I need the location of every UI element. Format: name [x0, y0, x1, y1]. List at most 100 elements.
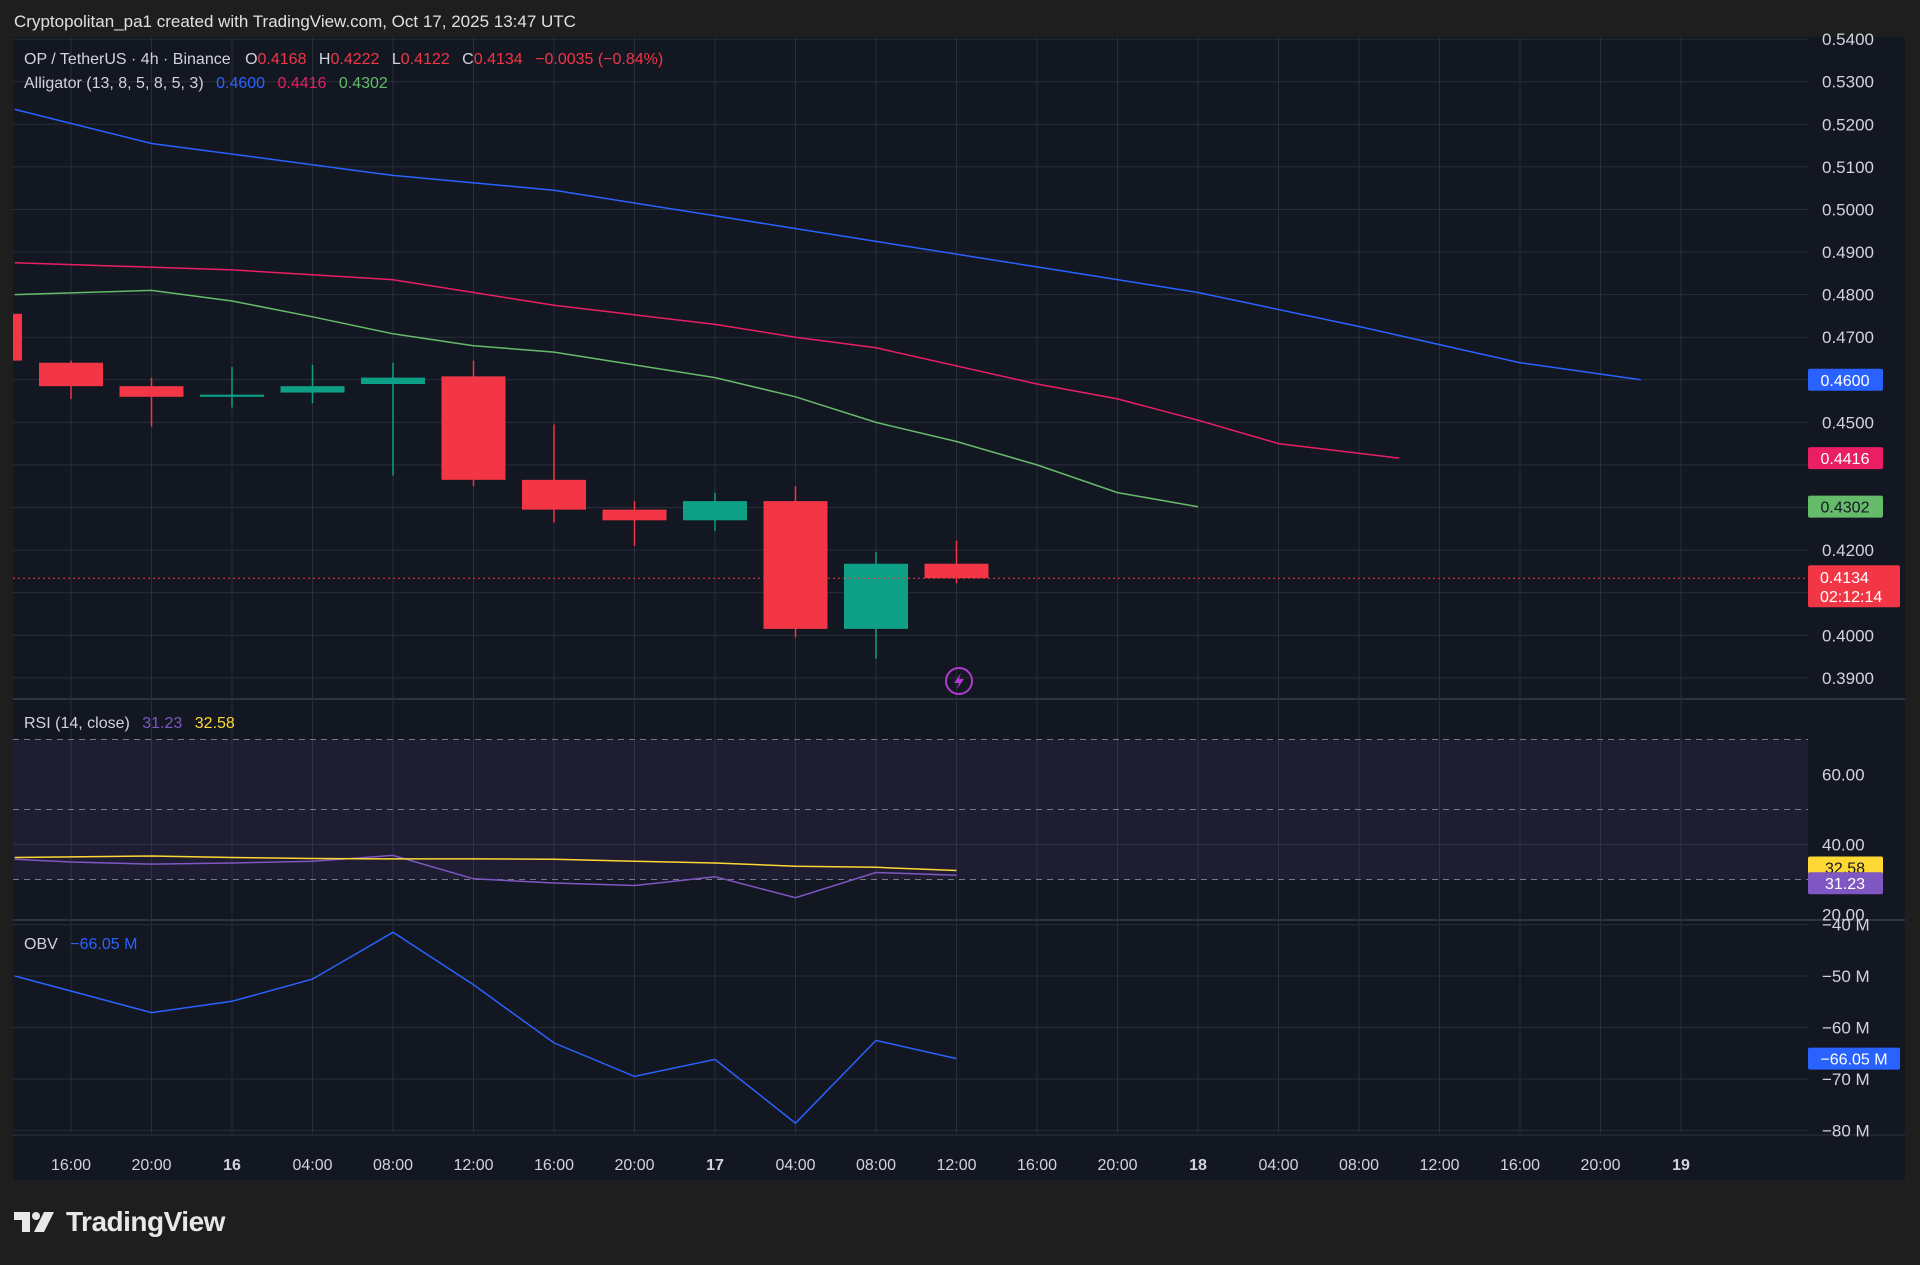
price-tick-label: 0.4700 — [1822, 328, 1874, 347]
candle-body — [441, 376, 506, 480]
obv-tick-label: −50 M — [1822, 967, 1870, 986]
time-tick-label: 16:00 — [1500, 1157, 1540, 1174]
time-tick-label: 08:00 — [856, 1157, 896, 1174]
price-tick-label: 0.5100 — [1822, 158, 1874, 177]
obv-tick-label: −80 M — [1822, 1121, 1870, 1140]
candle[interactable] — [119, 377, 184, 427]
candle[interactable] — [441, 360, 506, 487]
candle-body — [119, 386, 184, 397]
candle-body — [924, 563, 989, 579]
jaw-price-badge-text: 0.4600 — [1821, 373, 1870, 390]
axes-layer: 16:00 20:00 16 04:00 08:00 12:00 16:00 20:00 17 0… — [51, 30, 1874, 1174]
time-tick-label: 12:00 — [936, 1157, 976, 1174]
candle[interactable] — [13, 313, 22, 361]
lips-price-badge: 0.4302 — [1808, 495, 1883, 518]
tradingview-logo[interactable]: TradingView — [14, 1206, 225, 1238]
price-tick-label: 0.5400 — [1822, 30, 1874, 49]
obv-pane[interactable] — [14, 931, 957, 1125]
rsi-tick-label: 40.00 — [1822, 836, 1865, 855]
candle[interactable] — [280, 364, 345, 404]
price-tick-label: 0.5200 — [1822, 115, 1874, 134]
candle[interactable] — [602, 501, 667, 546]
time-tick-label: 12:00 — [453, 1157, 493, 1174]
rsi-label: RSI (14, close) — [24, 715, 130, 732]
candle[interactable] — [200, 367, 264, 408]
countdown-text: 02:12:14 — [1820, 589, 1882, 606]
legend-alligator[interactable]: Alligator (13, 8, 5, 8, 5, 3) 0.4600 0.4… — [24, 75, 388, 92]
lips-value: 0.4302 — [339, 75, 388, 92]
rsi-badge-text: 31.23 — [1825, 876, 1865, 893]
rsi-badge: 31.23 — [1808, 872, 1883, 895]
rsi-pane[interactable] — [13, 739, 1808, 899]
time-tick-label: 04:00 — [1258, 1157, 1298, 1174]
change-value: −0.0035 (−0.84%) — [535, 51, 663, 68]
obv-tick-label: −60 M — [1822, 1019, 1870, 1038]
time-tick-label: 18 — [1189, 1157, 1207, 1174]
price-tick-label: 0.4000 — [1822, 626, 1874, 645]
obv-tick-label: −70 M — [1822, 1070, 1870, 1089]
candle[interactable] — [522, 424, 586, 523]
candle-body — [39, 362, 103, 387]
candle-body — [602, 509, 667, 521]
candle[interactable] — [924, 540, 989, 584]
obv-label: OBV — [24, 936, 58, 953]
candle-body — [763, 501, 828, 629]
alligator-lips-line — [14, 289, 1199, 508]
open-label: O — [245, 51, 257, 68]
rsi-line — [14, 854, 957, 899]
time-tick-label: 12:00 — [1419, 1157, 1459, 1174]
jaw-price-badge: 0.4600 — [1808, 368, 1883, 391]
time-tick-label: 08:00 — [1339, 1157, 1379, 1174]
candle-body — [522, 479, 586, 510]
time-tick-label: 20:00 — [1580, 1157, 1620, 1174]
obv-badge-bg — [1808, 1047, 1900, 1070]
candle[interactable] — [683, 492, 747, 531]
obv-badge: −66.05 M — [1808, 1047, 1900, 1070]
candle-body — [683, 501, 747, 521]
candle[interactable] — [844, 552, 908, 659]
lips-price-badge-text: 0.4302 — [1821, 500, 1870, 517]
legend-obv[interactable]: OBV −66.05 M — [24, 936, 137, 953]
open-value: 0.4168 — [258, 51, 307, 68]
last-price-badge: 0.4134 02:12:14 — [1808, 565, 1900, 608]
time-tick-label: 04:00 — [292, 1157, 332, 1174]
teeth-price-badge-text: 0.4416 — [1821, 451, 1870, 468]
high-value: 0.4222 — [330, 51, 379, 68]
time-tick-label: 16:00 — [534, 1157, 574, 1174]
obv-line — [14, 931, 957, 1125]
candle-body — [844, 563, 908, 629]
last-price-text: 0.4134 — [1820, 570, 1869, 587]
time-tick-label: 20:00 — [131, 1157, 171, 1174]
alligator-jaw-line — [14, 108, 1641, 381]
candle-body — [200, 394, 264, 397]
price-tick-label: 0.5000 — [1822, 200, 1874, 219]
teeth-price-badge-bg — [1808, 447, 1883, 470]
price-tick-label: 0.5300 — [1822, 73, 1874, 92]
lightning-icon[interactable] — [945, 667, 973, 695]
time-tick-label: 17 — [706, 1157, 724, 1174]
candle[interactable] — [763, 486, 828, 638]
legend-symbol[interactable]: OP / TetherUS · 4h · Binance O0.4168 H0.… — [24, 51, 663, 68]
high-label: H — [319, 51, 331, 68]
price-tick-label: 0.4900 — [1822, 243, 1874, 262]
close-label: C — [462, 51, 474, 68]
price-pane[interactable] — [13, 108, 1808, 659]
candle-body — [280, 386, 345, 393]
teeth-price-badge: 0.4416 — [1808, 447, 1883, 470]
candle[interactable] — [39, 360, 103, 399]
candle[interactable] — [361, 362, 425, 476]
lips-price-badge-bg — [1808, 495, 1883, 518]
teeth-value: 0.4416 — [278, 75, 327, 92]
price-tick-label: 0.4500 — [1822, 413, 1874, 432]
candle-body — [13, 313, 22, 361]
rsi-ma-value: 32.58 — [195, 715, 235, 732]
candle-body — [361, 377, 425, 385]
time-tick-label: 20:00 — [1097, 1157, 1137, 1174]
jaw-value: 0.4600 — [216, 75, 265, 92]
rsi-ma-line — [14, 855, 957, 872]
time-tick-label: 16:00 — [51, 1157, 91, 1174]
price-badges: 0.46000.44160.43020.413402:12:1432.5831.… — [1808, 368, 1900, 1070]
legend-rsi[interactable]: RSI (14, close) 31.23 32.58 — [24, 715, 235, 732]
time-tick-label: 19 — [1672, 1157, 1690, 1174]
